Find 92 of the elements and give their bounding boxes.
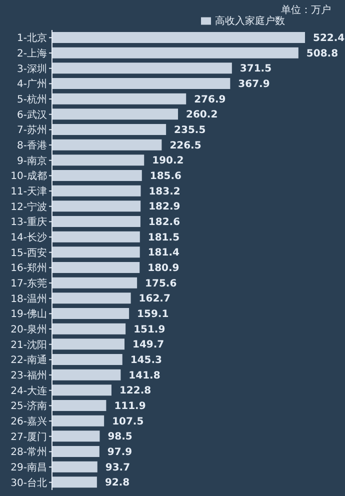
y-tick-label: 1-北京 [17, 32, 47, 44]
data-label: 162.7 [138, 294, 170, 305]
bar [52, 139, 162, 150]
y-tick-label: 20-泉州 [10, 324, 47, 336]
bar [52, 47, 298, 58]
data-label: 367.9 [238, 79, 270, 90]
y-tick-label: 14-长沙 [10, 232, 47, 244]
y-tick-label: 19-佛山 [10, 308, 47, 320]
bar [52, 185, 141, 196]
bar [52, 78, 230, 89]
bar [52, 354, 122, 365]
y-tick-label: 29-南昌 [10, 462, 47, 474]
y-tick-label: 11-天津 [10, 186, 47, 198]
data-label: 371.5 [240, 64, 272, 75]
y-tick-label: 6-武汉 [17, 108, 47, 121]
y-tick-label: 26-嘉兴 [10, 416, 47, 428]
y-tick-label: 30-台北 [10, 476, 47, 489]
y-tick-label: 27-厦门 [10, 430, 47, 443]
y-tick-label: 17-东莞 [10, 278, 47, 290]
bar [52, 476, 97, 488]
bar [52, 308, 130, 319]
data-label: 183.2 [148, 186, 180, 198]
y-tick-label: 18-温州 [10, 292, 47, 305]
bar [52, 292, 131, 304]
y-tick-label: 22-南通 [10, 354, 47, 366]
data-label: 508.8 [306, 48, 338, 60]
data-label: 97.9 [107, 447, 132, 458]
y-tick-label: 12-宁波 [10, 200, 47, 213]
bar [52, 446, 100, 457]
bar [52, 400, 106, 411]
bar [52, 323, 126, 334]
bar [52, 246, 140, 258]
data-label: 149.7 [132, 340, 164, 351]
y-tick-label: 25-济南 [10, 400, 47, 412]
y-tick-label: 15-西安 [10, 246, 47, 259]
y-tick-label: 3-深圳 [17, 62, 47, 75]
bar [52, 338, 124, 350]
data-label: 522.4 [313, 33, 345, 44]
bar [52, 415, 104, 426]
bar [52, 216, 140, 227]
bar [52, 200, 141, 212]
data-label: 107.5 [112, 416, 144, 428]
data-label: 190.2 [152, 156, 184, 167]
data-label: 175.6 [145, 278, 177, 290]
data-label: 185.6 [150, 171, 182, 182]
data-label: 182.9 [148, 202, 180, 213]
bar [52, 369, 121, 380]
y-tick-label: 28-常州 [10, 446, 47, 458]
y-tick-label: 2-上海 [17, 48, 47, 60]
y-tick-label: 16-郑州 [10, 262, 47, 274]
y-tick-label: 23-福州 [10, 370, 47, 382]
data-label: 180.9 [148, 263, 180, 274]
y-tick-label: 5-杭州 [17, 94, 47, 106]
data-label: 159.1 [137, 309, 169, 320]
bar [52, 231, 140, 242]
y-tick-label: 7-苏州 [17, 124, 47, 136]
data-label: 181.5 [148, 232, 180, 244]
data-label: 98.5 [108, 432, 132, 443]
text: 单位：万户 [281, 4, 331, 16]
y-tick-label: 9-南京 [17, 154, 47, 167]
data-label: 145.3 [130, 355, 162, 366]
legend-label: 高收入家庭户数 [215, 16, 285, 27]
data-label: 141.8 [128, 370, 160, 382]
y-tick-label: 4-广州 [17, 78, 47, 90]
data-label: 151.9 [134, 324, 166, 336]
bar [52, 277, 138, 288]
bar [52, 124, 166, 135]
data-label: 92.8 [104, 478, 130, 489]
bar [52, 461, 98, 472]
bar [52, 32, 305, 43]
y-tick-label: 10-成都 [10, 170, 47, 182]
bar [52, 154, 144, 166]
data-label: 182.6 [148, 217, 180, 228]
data-label: 111.9 [114, 401, 146, 412]
data-label: 276.9 [194, 94, 226, 106]
bar [52, 262, 140, 273]
data-label: 122.8 [119, 386, 152, 397]
y-tick-label: 24-大连 [10, 384, 47, 397]
y-tick-label: 13-重庆 [10, 216, 47, 228]
bar [52, 62, 232, 74]
bar [52, 170, 142, 181]
y-tick-label: 21-沈阳 [10, 338, 47, 351]
data-label: 260.2 [186, 110, 218, 121]
bar [52, 108, 178, 120]
data-label: 226.5 [170, 140, 202, 152]
data-label: 93.7 [105, 462, 130, 474]
bar [52, 384, 112, 396]
y-tick-label: 8-香港 [17, 140, 47, 152]
bar [52, 430, 100, 442]
data-label: 181.4 [148, 248, 180, 259]
bar [52, 93, 186, 104]
data-label: 235.5 [174, 125, 206, 136]
